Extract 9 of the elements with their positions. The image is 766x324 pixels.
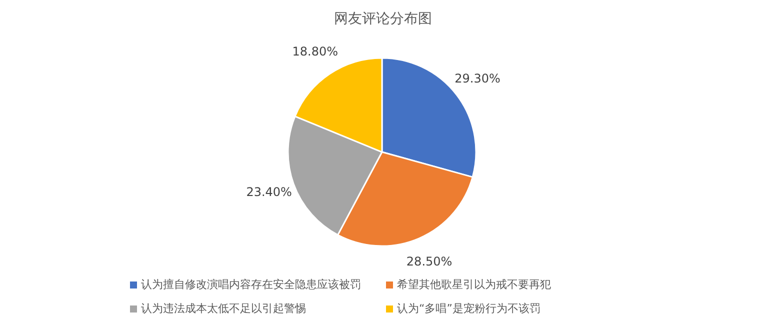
data-label: 23.40% [246, 184, 292, 199]
data-label: 28.50% [406, 254, 452, 269]
legend-label: 认为“多唱”是宠粉行为不该罚 [397, 302, 540, 316]
data-label: 29.30% [454, 72, 500, 86]
legend-label: 认为擅自修改演唱内容存在安全隐患应该被罚 [141, 278, 361, 292]
legend-label: 希望其他歌星引以为戒不要再犯 [397, 278, 551, 292]
data-label: 18.80% [292, 44, 338, 59]
title: 网友评论分布图 [334, 10, 432, 27]
legend-label: 认为违法成本太低不足以引起警惕 [141, 302, 306, 316]
